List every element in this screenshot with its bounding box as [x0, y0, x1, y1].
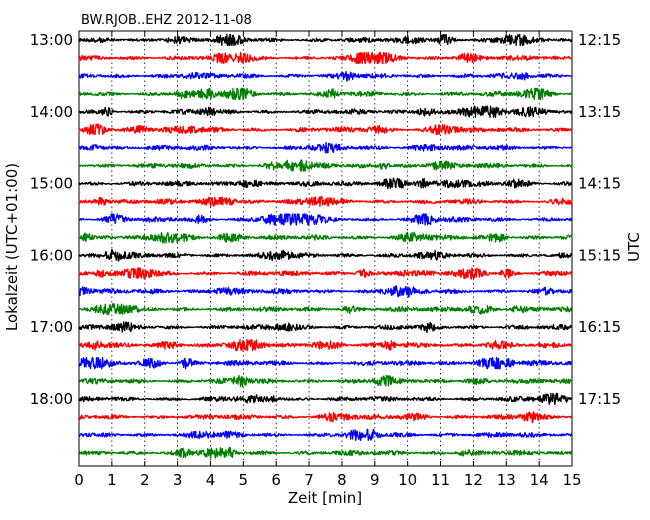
x-tick-label: 7 — [304, 471, 314, 489]
seismogram-trace — [78, 374, 573, 388]
chart-title: BW.RJOB..EHZ 2012-11-08 — [81, 13, 252, 28]
seismogram-trace — [78, 87, 573, 100]
seismogram-trace — [78, 356, 573, 370]
x-tick-label: 3 — [173, 471, 183, 489]
seismogram-trace — [78, 267, 573, 280]
seismogram-trace — [78, 123, 573, 136]
seismogram-trace — [78, 105, 573, 118]
seismogram-traces — [78, 33, 573, 459]
right-tick-label: 13:15 — [578, 103, 621, 121]
x-tick-label: 2 — [140, 471, 150, 489]
x-tick-label: 0 — [74, 471, 84, 489]
x-axis-title: Zeit [min] — [288, 489, 362, 507]
x-tick-label: 1 — [107, 471, 117, 489]
left-time-axis: 13:00 14:00 15:00 16:00 17:00 18:00 — [30, 31, 84, 408]
seismogram-trace — [78, 411, 573, 424]
seismogram-trace — [78, 303, 573, 316]
x-tick-label: 13 — [497, 471, 516, 489]
seismogram-trace — [78, 392, 573, 406]
left-axis-title: Lokalzeit (UTC+01:00) — [3, 163, 21, 331]
right-tick-label: 12:15 — [578, 31, 621, 49]
x-tick-label: 8 — [337, 471, 347, 489]
x-tick-label: 4 — [206, 471, 216, 489]
x-tick-label: 5 — [239, 471, 249, 489]
right-tick-label: 15:15 — [578, 246, 621, 264]
seismogram-trace — [78, 141, 573, 154]
right-axis-title: UTC — [625, 232, 643, 262]
x-tick-label: 15 — [562, 471, 581, 489]
x-tick-label: 14 — [530, 471, 549, 489]
seismogram-trace — [78, 321, 573, 333]
seismogram-trace — [78, 33, 573, 47]
left-tick-label: 14:00 — [30, 103, 73, 121]
right-tick-label: 14:15 — [578, 175, 621, 193]
left-tick-label: 15:00 — [30, 175, 73, 193]
seismogram-trace — [78, 213, 573, 226]
seismogram-trace — [78, 249, 573, 262]
left-tick-label: 18:00 — [30, 390, 73, 408]
seismogram-trace — [78, 231, 573, 244]
x-tick-label: 10 — [398, 471, 417, 489]
seismogram-trace — [78, 428, 573, 442]
seismogram-trace — [78, 339, 573, 352]
x-tick-label: 11 — [431, 471, 450, 489]
left-tick-label: 17:00 — [30, 318, 73, 336]
x-tick-label: 9 — [370, 471, 380, 489]
seismogram-trace — [78, 51, 573, 65]
plot-frame — [78, 30, 573, 467]
seismogram-trace — [78, 159, 573, 172]
seismogram-trace — [78, 285, 573, 298]
seismogram-trace — [78, 177, 573, 190]
seismogram-trace — [78, 195, 573, 207]
right-tick-label: 17:15 — [578, 390, 621, 408]
x-tick-label: 6 — [271, 471, 281, 489]
right-tick-label: 16:15 — [578, 318, 621, 336]
seismogram-trace — [78, 70, 573, 82]
left-tick-label: 13:00 — [30, 31, 73, 49]
x-tick-label: 12 — [464, 471, 483, 489]
seismogram-trace — [78, 447, 573, 459]
vertical-grid-lines — [111, 31, 540, 466]
right-utc-axis: 12:15 13:15 14:15 15:15 16:15 17:15 — [567, 31, 621, 408]
x-axis: 0 1 2 3 4 5 6 7 8 9 10 11 12 13 14 15 — [74, 31, 582, 489]
left-tick-label: 16:00 — [30, 246, 73, 264]
